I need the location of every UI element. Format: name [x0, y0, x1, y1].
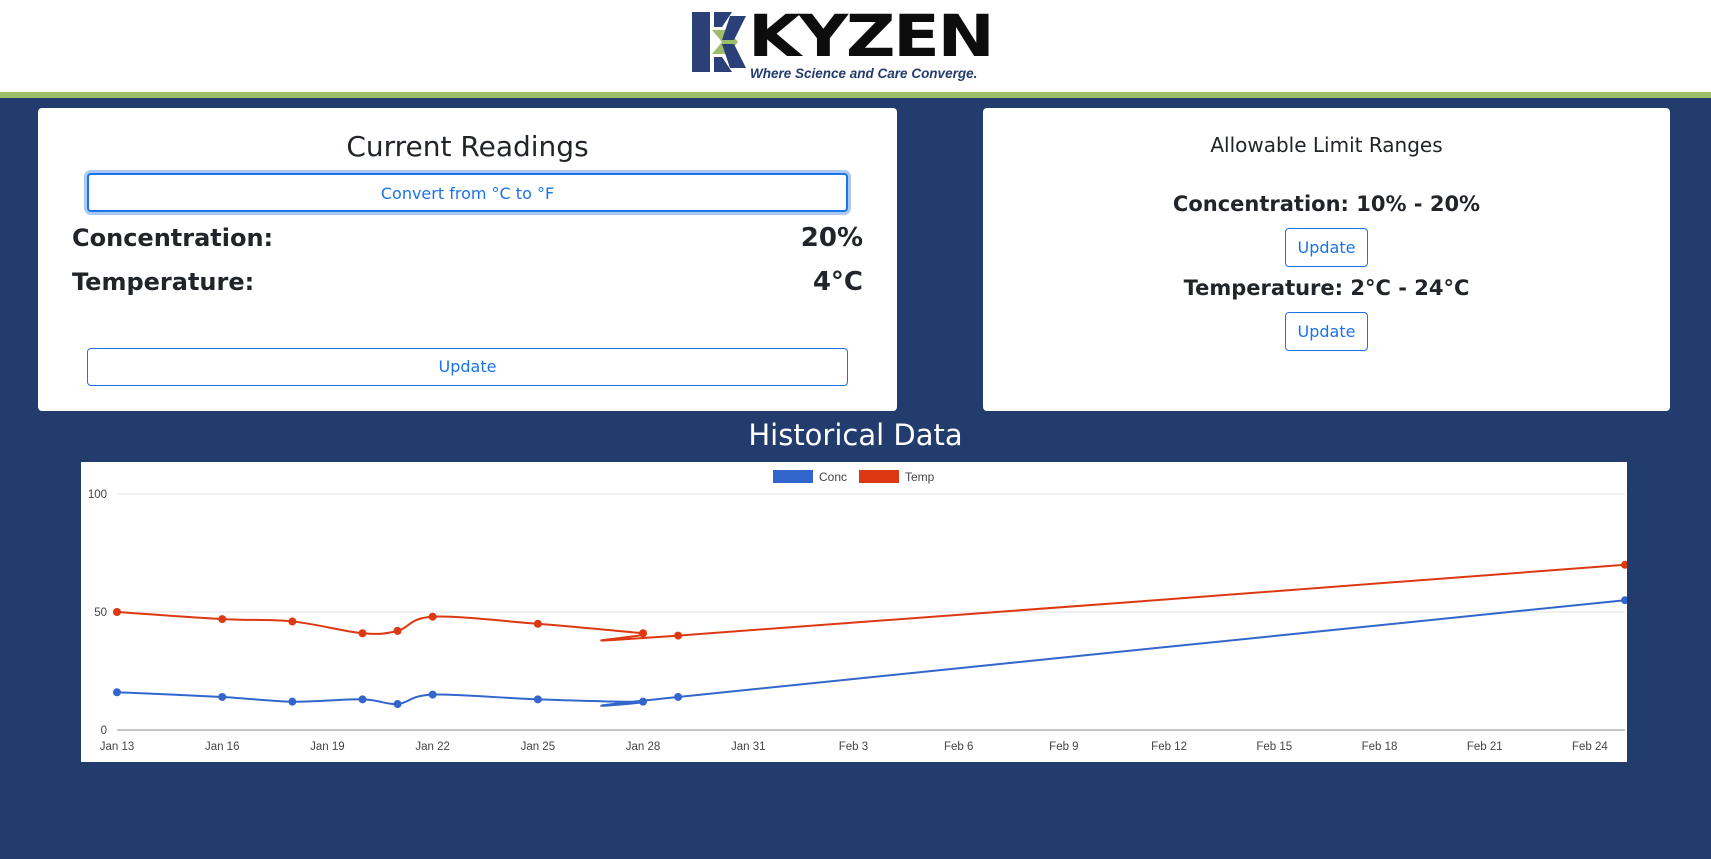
x-tick-label: Feb 21	[1467, 741, 1503, 753]
x-tick-label: Jan 19	[310, 741, 345, 753]
y-tick-label: 100	[88, 489, 107, 501]
concentration-value: 20%	[800, 223, 863, 253]
temperature-value: 4°C	[812, 267, 863, 297]
data-point-conc	[288, 697, 297, 706]
historical-chart: 0 50 100 Jan 13 Jan 16 Jan 19 Jan 22 Jan 25 Jan …	[81, 462, 1627, 762]
data-point-temp	[113, 608, 121, 616]
series-line-conc	[116, 599, 1626, 707]
update-readings-button[interactable]: Update	[87, 348, 848, 386]
data-point-temp	[639, 629, 648, 638]
x-tick-label: Jan 25	[521, 741, 556, 753]
limits-card: Allowable Limit Ranges Concentration: 10…	[983, 108, 1670, 411]
chart-svg: 0 50 100 Jan 13 Jan 16 Jan 19 Jan 22 Jan 25 Jan …	[88, 470, 1627, 753]
legend-label-temp: Temp	[905, 470, 935, 484]
data-point-temp	[288, 617, 297, 626]
data-point-conc	[533, 695, 542, 704]
historical-data-title: Historical Data	[748, 418, 963, 452]
convert-units-button[interactable]: Convert from °C to °F	[87, 173, 848, 212]
x-tick-label: Feb 3	[839, 741, 868, 753]
x-tick-label: Jan 28	[626, 741, 661, 753]
logo-tagline: Where Science and Care Converge.	[750, 66, 978, 81]
update-temperature-limit-button[interactable]: Update	[1285, 312, 1368, 351]
kyzen-logo: KYZEN Where Science and Care Converge.	[692, 4, 1017, 84]
temperature-label: Temperature:	[72, 268, 255, 296]
data-point-conc	[674, 692, 683, 701]
x-tick-label: Feb 24	[1572, 741, 1608, 753]
data-point-conc	[428, 690, 437, 699]
limits-title: Allowable Limit Ranges	[1210, 133, 1443, 157]
current-readings-title: Current Readings	[346, 130, 589, 163]
data-point-temp	[1621, 560, 1627, 569]
x-tick-label: Jan 22	[415, 741, 450, 753]
data-point-temp	[393, 626, 402, 635]
data-point-temp	[428, 612, 437, 621]
data-point-conc	[393, 700, 402, 709]
data-point-conc	[358, 695, 367, 704]
data-point-conc	[218, 692, 227, 701]
data-point-conc	[639, 697, 648, 706]
update-concentration-limit-button[interactable]: Update	[1285, 228, 1368, 267]
x-tick-label: Feb 6	[944, 741, 973, 753]
data-point-conc	[1621, 596, 1627, 605]
x-tick-label: Feb 12	[1151, 741, 1187, 753]
current-readings-card: Current Readings Convert from °C to °F C…	[38, 108, 897, 411]
data-point-temp	[674, 631, 683, 640]
data-point-conc	[113, 688, 121, 697]
legend-label-conc: Conc	[819, 470, 847, 484]
x-tick-label: Jan 31	[731, 741, 766, 753]
x-tick-label: Jan 16	[205, 741, 240, 753]
x-tick-label: Feb 15	[1256, 741, 1292, 753]
header-bar: KYZEN Where Science and Care Converge.	[0, 0, 1711, 98]
legend-swatch-temp	[859, 470, 899, 483]
logo-wordmark: KYZEN	[748, 2, 995, 70]
data-point-temp	[358, 629, 367, 638]
concentration-limit-text: Concentration: 10% - 20%	[1172, 192, 1481, 216]
legend-swatch-conc	[773, 470, 813, 483]
logo-mark-icon	[692, 12, 746, 72]
x-tick-label: Feb 18	[1362, 741, 1398, 753]
data-point-temp	[533, 619, 542, 628]
x-tick-label: Jan 13	[100, 741, 135, 753]
y-tick-label: 50	[94, 607, 107, 619]
y-tick-label: 0	[101, 725, 107, 737]
series-line-temp	[116, 563, 1626, 642]
temperature-limit-text: Temperature: 2°C - 24°C	[1183, 276, 1470, 300]
x-tick-label: Feb 9	[1049, 741, 1078, 753]
data-point-temp	[218, 615, 227, 624]
concentration-label: Concentration:	[72, 224, 274, 252]
